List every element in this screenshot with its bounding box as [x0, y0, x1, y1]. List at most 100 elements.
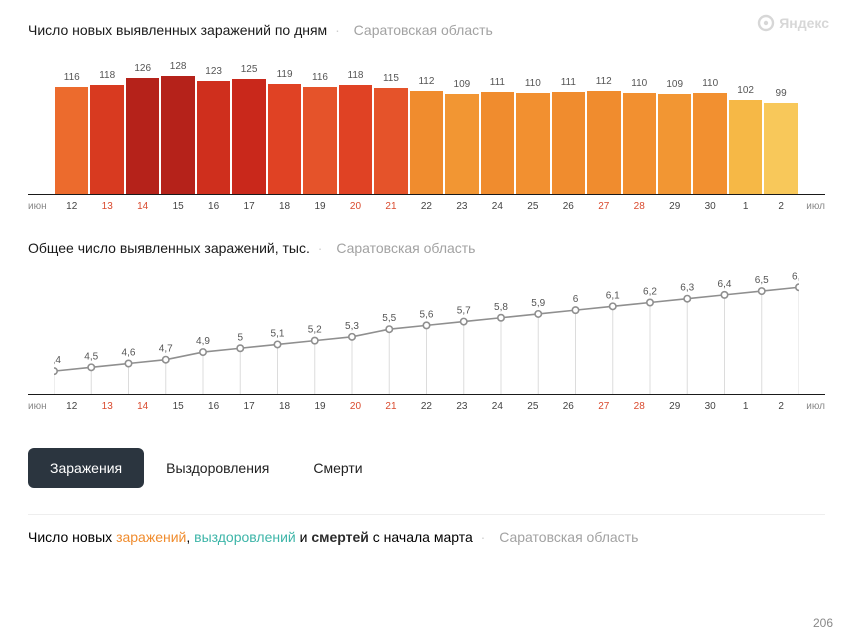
x-tick-label: 20 — [339, 401, 372, 412]
x-tick-label: 12 — [55, 201, 88, 212]
bar-column: 109 — [445, 79, 478, 194]
x-tick-label: 17 — [232, 401, 265, 412]
svg-text:5,1: 5,1 — [271, 328, 285, 339]
bar-column: 110 — [623, 78, 656, 194]
x-tick-label: 20 — [339, 201, 372, 212]
x-tick-label: 12 — [55, 401, 88, 412]
bar-rect — [268, 84, 301, 194]
footer-sep2: и — [296, 529, 312, 545]
bar-rect — [232, 79, 265, 194]
bar-rect — [126, 78, 159, 194]
x-tick-label: 19 — [303, 401, 336, 412]
bar-column: 110 — [693, 78, 726, 194]
bar-column: 109 — [658, 79, 691, 194]
footer-title-row: Число новых заражений, выздоровлений и с… — [28, 514, 825, 545]
bar-value-label: 99 — [776, 88, 787, 99]
bar-value-label: 118 — [99, 70, 115, 81]
bar-rect — [339, 85, 372, 194]
x-tick-label: 26 — [552, 201, 585, 212]
x-tick-label: 16 — [197, 201, 230, 212]
line-chart-inner: 4,44,54,64,74,955,15,25,35,55,65,75,85,9… — [54, 272, 799, 394]
bar-column: 118 — [90, 70, 123, 194]
x-tick-label: 22 — [410, 201, 443, 212]
yandex-watermark-label: Яндекс — [779, 15, 829, 31]
bar-value-label: 118 — [348, 70, 364, 81]
svg-text:5,7: 5,7 — [457, 306, 471, 317]
bar-rect — [161, 76, 194, 194]
svg-text:4,9: 4,9 — [196, 336, 210, 347]
x-tick-label: 13 — [90, 401, 123, 412]
footer-word-infections: заражений — [116, 529, 186, 545]
bar-month-left: июн — [28, 201, 47, 212]
bar-value-label: 110 — [525, 78, 541, 89]
chart2-region: Саратовская область — [336, 240, 475, 256]
bar-chart: 1161181261281231251191161181151121091111… — [28, 52, 825, 222]
bar-column: 111 — [552, 77, 585, 194]
svg-text:4,7: 4,7 — [159, 344, 173, 355]
x-tick-label: 29 — [658, 201, 691, 212]
bar-column: 102 — [729, 85, 762, 194]
x-tick-label: 22 — [410, 401, 443, 412]
x-tick-label: 15 — [161, 201, 194, 212]
bar-column: 110 — [516, 78, 549, 194]
chart2-title: Общее число выявленных заражений, тыс. — [28, 240, 310, 256]
svg-text:5,6: 5,6 — [420, 309, 434, 320]
x-tick-label: 24 — [481, 201, 514, 212]
bar-value-label: 112 — [596, 76, 612, 87]
chart1-title: Число новых выявленных заражений по дням — [28, 22, 327, 38]
x-tick-label: 14 — [126, 401, 159, 412]
x-tick-label: 1 — [729, 401, 762, 412]
bar-rect — [90, 85, 123, 194]
footer-region: Саратовская область — [499, 529, 638, 545]
bar-month-right: июл — [806, 201, 825, 212]
bar-column: 111 — [481, 77, 514, 194]
x-tick-label: 17 — [232, 201, 265, 212]
svg-text:4,5: 4,5 — [84, 351, 98, 362]
bar-value-label: 128 — [170, 61, 187, 72]
svg-text:6,1: 6,1 — [606, 290, 620, 301]
line-chart: 4,44,54,64,74,955,15,25,35,55,65,75,85,9… — [28, 272, 825, 422]
tab-заражения[interactable]: Заражения — [28, 448, 144, 488]
tab-смерти[interactable]: Смерти — [291, 448, 384, 488]
svg-text:5: 5 — [237, 332, 243, 343]
svg-text:5,2: 5,2 — [308, 325, 322, 336]
bar-rect — [374, 88, 407, 194]
footer-suffix: с начала марта — [369, 529, 473, 545]
tab-выздоровления[interactable]: Выздоровления — [144, 448, 291, 488]
footer-sep1: , — [186, 529, 194, 545]
yandex-watermark: Яндекс — [757, 14, 829, 32]
bar-rect — [587, 91, 620, 194]
svg-text:5,9: 5,9 — [531, 298, 545, 309]
x-tick-label: 18 — [268, 201, 301, 212]
x-tick-label: 13 — [90, 201, 123, 212]
svg-text:6,5: 6,5 — [755, 275, 769, 286]
svg-text:4,4: 4,4 — [54, 355, 61, 366]
svg-text:6,6: 6,6 — [792, 272, 799, 282]
yandex-logo-icon — [757, 14, 775, 32]
bar-column: 128 — [161, 61, 194, 194]
svg-text:6: 6 — [573, 294, 579, 305]
page-root: Яндекс Число новых выявленных заражений … — [0, 0, 853, 640]
chart2-title-row: Общее число выявленных заражений, тыс. ·… — [28, 240, 825, 256]
x-tick-label: 29 — [658, 401, 691, 412]
bar-value-label: 110 — [702, 78, 718, 89]
x-tick-label: 21 — [374, 401, 407, 412]
x-tick-label: 19 — [303, 201, 336, 212]
bar-value-label: 123 — [205, 66, 222, 77]
separator-dot: · — [481, 529, 486, 545]
bar-rect — [552, 92, 585, 194]
bar-value-label: 119 — [277, 69, 293, 80]
bar-value-label: 111 — [490, 77, 505, 88]
bar-value-label: 116 — [64, 72, 80, 83]
svg-text:5,8: 5,8 — [494, 302, 508, 313]
x-tick-label: 28 — [623, 401, 656, 412]
bar-rect — [481, 92, 514, 194]
bar-column: 112 — [410, 76, 443, 194]
x-tick-label: 25 — [516, 201, 549, 212]
footer-word-deaths: смертей — [311, 529, 369, 545]
footer-prefix: Число новых — [28, 529, 116, 545]
line-chart-x-axis: июн июл 12131415161718192021222324252627… — [28, 401, 825, 412]
bar-column: 116 — [303, 72, 336, 194]
bar-rect — [693, 93, 726, 194]
x-tick-label: 16 — [197, 401, 230, 412]
